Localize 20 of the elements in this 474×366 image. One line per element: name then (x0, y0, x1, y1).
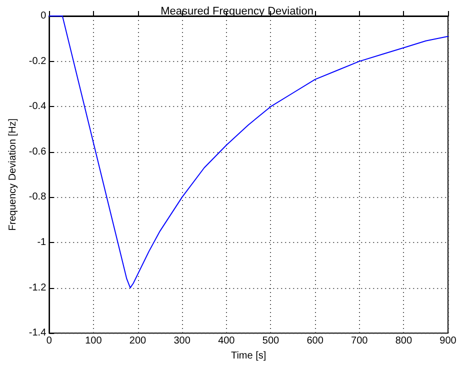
x-tick-label: 100 (85, 336, 102, 347)
y-tick-label: -1.2 (28, 282, 47, 294)
x-tick-label: 200 (129, 336, 147, 347)
y-tick-label: -0.2 (28, 56, 47, 67)
y-tick-label: 0 (40, 10, 47, 22)
x-tick-label: 900 (440, 336, 457, 347)
x-axis-title: Time [s] (230, 350, 266, 362)
y-tick-label: -0.8 (28, 192, 47, 203)
x-tick-label: 800 (395, 336, 412, 347)
y-axis-title: Frequency Deviation [Hz] (8, 118, 18, 231)
x-tick-label: 700 (351, 336, 368, 347)
y-tick-label: -0.4 (28, 101, 47, 112)
y-tick-label: -1.4 (28, 328, 47, 339)
chart-title: Measured Frequency Deviation (160, 6, 314, 18)
x-tick-label: 400 (218, 336, 236, 347)
x-tick-label: 500 (262, 336, 280, 347)
y-tick-label: -0.6 (28, 146, 47, 158)
x-tick-label: 600 (306, 336, 324, 347)
x-tick-label: 300 (174, 336, 191, 347)
y-tick-label: -1 (37, 237, 47, 248)
